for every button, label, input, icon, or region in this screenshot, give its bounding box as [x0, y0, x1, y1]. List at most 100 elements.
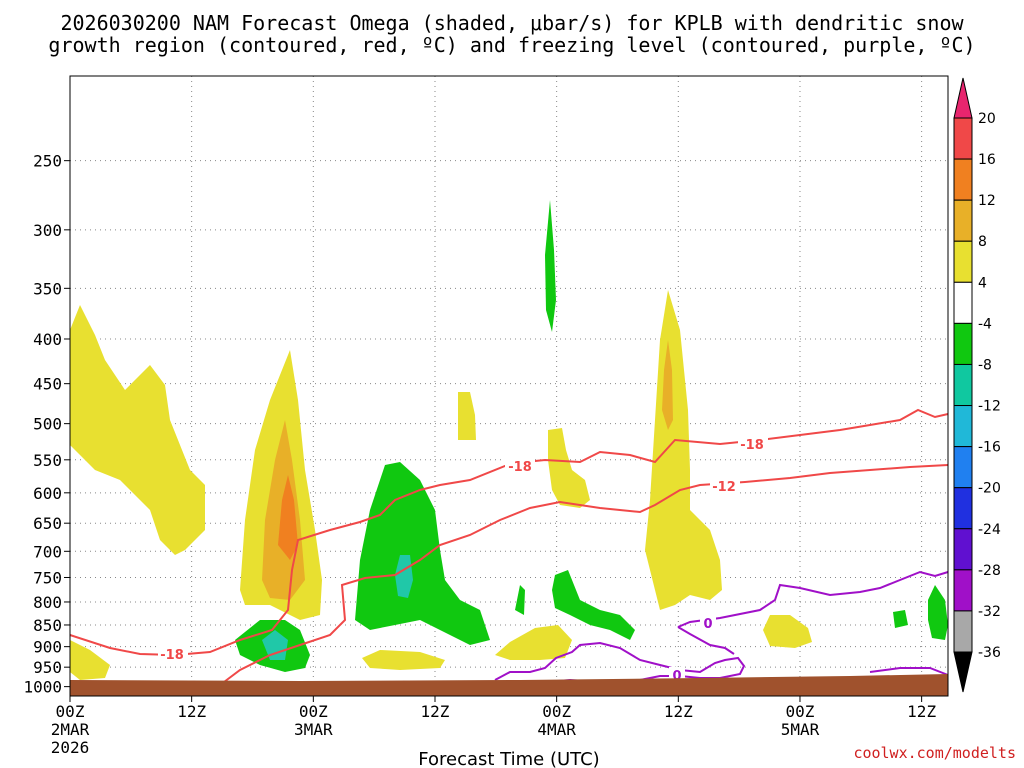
colorbar-label: -20 — [978, 481, 1001, 497]
y-tick-label: 950 — [33, 658, 62, 677]
colorbar-top-arrow — [953, 77, 973, 119]
omega-region-green-7 — [515, 585, 525, 615]
colorbar-swatch — [953, 281, 973, 324]
colorbar-label: -36 — [978, 645, 1001, 661]
colorbar-swatch — [953, 158, 973, 201]
y-axis-ticks: 250 300 350 400 450 500 550 600 650 700 750 800 850 9… — [23, 152, 70, 697]
colorbar-label: 12 — [978, 193, 996, 209]
dsgr-contour-label-2: -18 — [508, 460, 532, 475]
colorbar: 20 16 12 8 4 -4 -8 -12 -16 -20 -24 -28 -32 -36 — [953, 77, 1001, 693]
omega-region-yellow-7 — [362, 650, 445, 670]
colorbar-swatch — [953, 363, 973, 407]
x-tick-label: 12Z — [421, 702, 450, 721]
colorbar-swatch — [953, 199, 973, 242]
credit-text: coolwx.com/modelts — [853, 744, 1016, 762]
freezing-contour-label-1: 0 — [703, 617, 712, 632]
colorbar-label: 8 — [978, 234, 987, 250]
y-tick-label: 700 — [33, 542, 62, 561]
x-tick-label: 5MAR — [781, 720, 820, 739]
omega-region-yellow-8 — [495, 625, 572, 660]
freezing-level-line-1 — [677, 570, 949, 628]
x-tick-label: 00Z — [56, 702, 85, 721]
chart-title-line-2: growth region (contoured, red, ºC) and f… — [48, 33, 975, 57]
x-tick-label: 12Z — [177, 702, 206, 721]
plot-area — [70, 76, 948, 696]
omega-region-orange-3 — [662, 340, 673, 430]
x-tick-label: 00Z — [299, 702, 328, 721]
omega-region-green-8 — [893, 610, 908, 628]
y-tick-label: 900 — [33, 638, 62, 657]
y-tick-label: 600 — [33, 484, 62, 503]
omega-region-green-5 — [545, 200, 556, 332]
dsgr-label-bg-4 — [710, 478, 740, 494]
y-tick-label: 1000 — [23, 678, 62, 697]
chart-title-line-1: 2026030200 NAM Forecast Omega (shaded, μ… — [60, 11, 964, 35]
y-tick-label: 500 — [33, 415, 62, 434]
colorbar-label: 20 — [978, 111, 996, 127]
dsgr-label-bg-3 — [738, 436, 768, 452]
colorbar-label: -12 — [978, 399, 1001, 415]
omega-region-yellow-1 — [70, 305, 205, 555]
colorbar-label: -8 — [978, 357, 992, 373]
omega-region-yellow-2 — [70, 640, 110, 680]
y-tick-label: 650 — [33, 514, 62, 533]
x-tick-label: 00Z — [542, 702, 571, 721]
colorbar-swatch — [953, 240, 973, 283]
freezing-level-line-3 — [869, 667, 949, 676]
y-tick-label: 250 — [33, 152, 62, 171]
omega-shading-layer — [70, 200, 948, 680]
y-tick-label: 450 — [33, 375, 62, 394]
colorbar-label: -24 — [978, 522, 1001, 538]
y-tick-label: 300 — [33, 221, 62, 240]
colorbar-label: -4 — [978, 316, 992, 332]
omega-region-green-6 — [552, 570, 635, 640]
omega-region-green-2 — [262, 630, 288, 660]
dsgr-minus12-line — [219, 464, 949, 686]
x-tick-label: 2MAR — [51, 720, 90, 739]
colorbar-swatch — [953, 487, 973, 530]
ground-terrain — [70, 674, 948, 696]
y-tick-label: 400 — [33, 330, 62, 349]
freezing-contour-label-2: 0 — [672, 669, 681, 684]
x-tick-label: 12Z — [907, 702, 936, 721]
omega-region-green-9 — [928, 585, 948, 640]
colorbar-label: -32 — [978, 604, 1001, 620]
y-tick-label: 550 — [33, 451, 62, 470]
y-tick-label: 800 — [33, 593, 62, 612]
x-tick-label: 12Z — [664, 702, 693, 721]
colorbar-label: 4 — [978, 275, 987, 291]
x-tick-label: 4MAR — [537, 720, 576, 739]
x-tick-label: 3MAR — [294, 720, 333, 739]
colorbar-swatch — [953, 569, 973, 612]
plot-frame — [69, 75, 949, 697]
x-tick-label: 00Z — [786, 702, 815, 721]
dsgr-label-bg-1 — [158, 646, 188, 662]
dsgr-label-bg-2 — [505, 458, 535, 474]
omega-region-orange-2 — [278, 475, 298, 560]
colorbar-swatch — [953, 528, 973, 571]
freezing-label-bg-1 — [700, 615, 716, 631]
dsgr-contour-label-3: -18 — [740, 438, 764, 453]
colorbar-swatch — [953, 322, 973, 365]
colorbar-bottom-arrow — [953, 651, 973, 693]
colorbar-label: -16 — [978, 440, 1001, 456]
omega-region-yellow-5 — [548, 428, 590, 508]
colorbar-swatch — [953, 446, 973, 489]
y-tick-label: 750 — [33, 568, 62, 587]
freezing-level-line-4 — [677, 626, 735, 655]
dsgr-contour-label-1: -18 — [160, 648, 184, 663]
x-axis-label: Forecast Time (UTC) — [418, 749, 599, 768]
x-tick-label: 2026 — [51, 738, 90, 757]
colorbar-label: -28 — [978, 563, 1001, 579]
omega-region-yellow-4 — [458, 392, 476, 440]
colorbar-swatch — [953, 405, 973, 448]
colorbar-label: 16 — [978, 152, 996, 168]
colorbar-swatch — [953, 610, 973, 653]
omega-region-yellow-9 — [763, 615, 812, 648]
omega-region-green-3 — [355, 462, 490, 645]
dsgr-contour-label-4: -12 — [712, 480, 736, 495]
contour-layer: -18 -18 -18 -12 0 0 — [69, 408, 949, 686]
y-tick-label: 850 — [33, 616, 62, 635]
